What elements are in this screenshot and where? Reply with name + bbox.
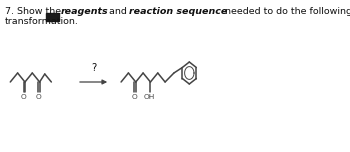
Text: reaction sequence: reaction sequence <box>129 7 227 16</box>
Bar <box>46 13 59 21</box>
Text: O: O <box>21 94 26 100</box>
Text: reagents: reagents <box>61 7 109 16</box>
Text: O: O <box>131 94 137 100</box>
Text: O: O <box>35 94 41 100</box>
Text: and: and <box>106 7 130 16</box>
Text: transformation.: transformation. <box>5 17 79 26</box>
Text: needed to do the following: needed to do the following <box>222 7 350 16</box>
Text: 7. Show the: 7. Show the <box>5 7 64 16</box>
Text: OH: OH <box>144 94 155 100</box>
Text: ?: ? <box>91 63 96 73</box>
